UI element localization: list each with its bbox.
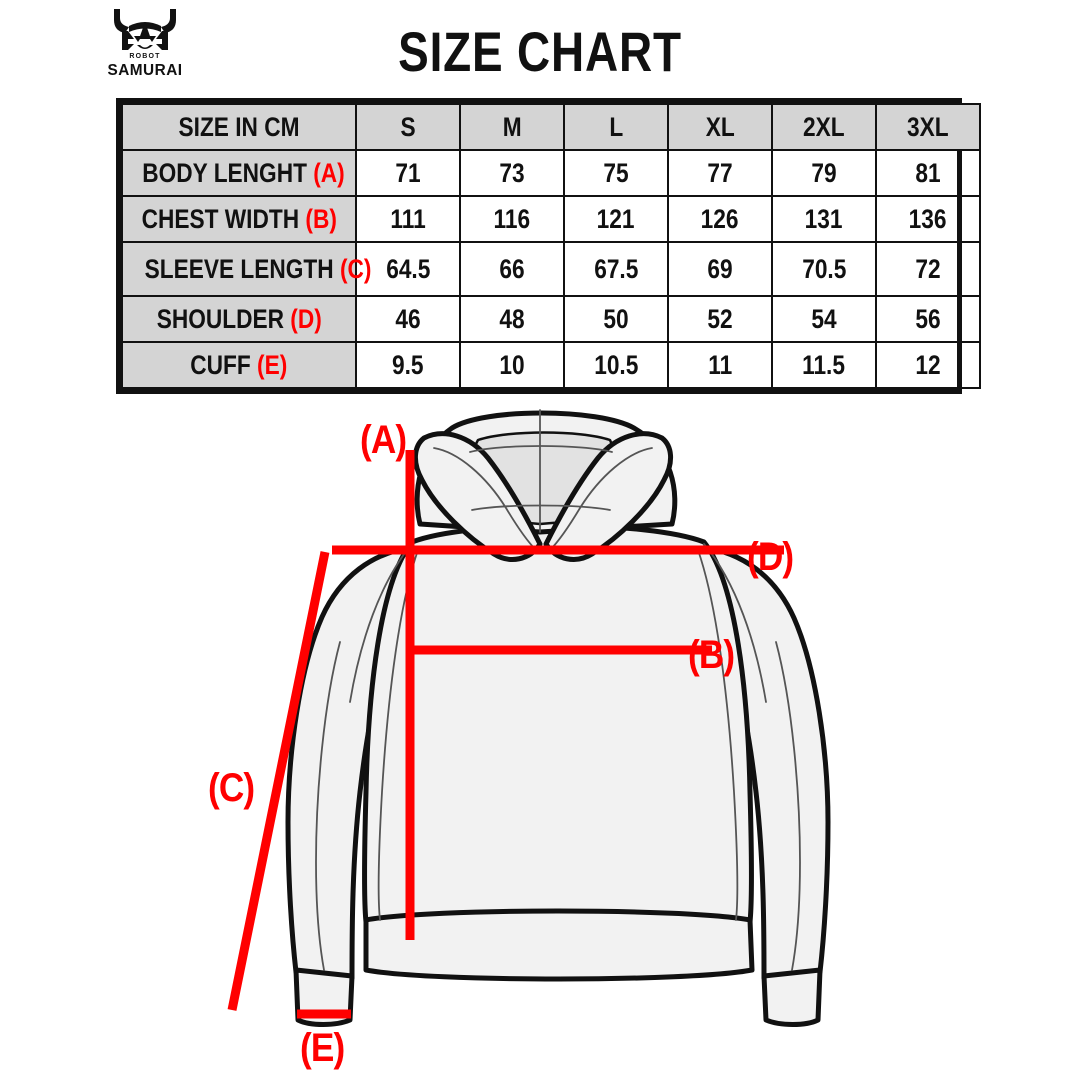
- brand-logo: ROBOT SAMURAI: [104, 6, 186, 86]
- hood-drape-left: [413, 431, 543, 562]
- cell-chest-width-m: 116: [459, 195, 565, 243]
- size-chart-table-container: SIZE IN CM S M L XL 2XL 3XL BODY LENGHT …: [116, 98, 981, 394]
- row-label-cuff: CUFF (E): [121, 341, 357, 389]
- left-raglan-seam: [349, 543, 413, 703]
- left-body-fold: [377, 549, 419, 921]
- measure-label-d: (D): [747, 535, 794, 579]
- cell-body-length-xl: 77: [667, 149, 773, 197]
- right-body-fold: [697, 549, 739, 921]
- hood-left-fold: [433, 447, 537, 551]
- row-label-body-length: BODY LENGHT (A): [121, 149, 357, 197]
- cell-body-length-2xl: 79: [771, 149, 877, 197]
- column-header-3xl: 3XL: [875, 103, 981, 151]
- row-label-sleeve-length: SLEEVE LENGTH (C): [121, 241, 371, 297]
- row-label-chest-width: CHEST WIDTH (B): [121, 195, 357, 243]
- cell-body-length-m: 73: [459, 149, 565, 197]
- cell-chest-width-l: 121: [563, 195, 669, 243]
- table-row: SHOULDER (D) 46 48 50 52 54 56: [121, 295, 981, 343]
- cell-sleeve-length-l: 67.5: [563, 241, 669, 297]
- column-header-s: S: [355, 103, 461, 151]
- cell-body-length-3xl: 81: [875, 149, 981, 197]
- logo-text-samurai: SAMURAI: [107, 62, 183, 79]
- hood-drape-right: [543, 431, 673, 562]
- cell-cuff-m: 10: [459, 341, 565, 389]
- table-row: SLEEVE LENGTH (C) 64.5 66 67.5 69 70.5 7…: [121, 241, 981, 297]
- hoodie-illustration: [227, 409, 831, 1027]
- left-sleeve-fold: [315, 641, 341, 971]
- cell-sleeve-length-xl: 69: [667, 241, 773, 297]
- column-header-xl: XL: [667, 103, 773, 151]
- cell-sleeve-length-3xl: 72: [875, 241, 981, 297]
- hood-right-fold: [549, 447, 653, 551]
- measure-line-sleeve-length: [227, 551, 330, 1011]
- cell-sleeve-length-2xl: 70.5: [771, 241, 877, 297]
- right-sleeve-fold: [775, 641, 801, 971]
- size-chart-table: SIZE IN CM S M L XL 2XL 3XL BODY LENGHT …: [121, 103, 981, 389]
- table-row: BODY LENGHT (A) 71 73 75 77 79 81: [121, 149, 981, 197]
- logo-text-robot: ROBOT: [129, 53, 161, 60]
- measure-label-c: (C): [208, 766, 255, 810]
- right-raglan-seam: [703, 543, 767, 703]
- waist-ribbing: [363, 908, 755, 982]
- cell-sleeve-length-m: 66: [459, 241, 565, 297]
- cell-body-length-l: 75: [563, 149, 669, 197]
- column-header-m: M: [459, 103, 565, 151]
- cell-shoulder-s: 46: [355, 295, 461, 343]
- cell-chest-width-3xl: 136: [875, 195, 981, 243]
- row-label-shoulder: SHOULDER (D): [121, 295, 357, 343]
- cell-shoulder-3xl: 56: [875, 295, 981, 343]
- cell-body-length-s: 71: [355, 149, 461, 197]
- hood-top-stitch: [469, 445, 613, 453]
- body-panel: [362, 523, 754, 925]
- cell-chest-width-xl: 126: [667, 195, 773, 243]
- cell-chest-width-s: 111: [355, 195, 461, 243]
- measure-label-e: (E): [300, 1026, 345, 1070]
- page-title: SIZE CHART: [398, 20, 682, 83]
- cell-shoulder-l: 50: [563, 295, 669, 343]
- measure-label-b: (B): [688, 633, 735, 677]
- samurai-helmet-icon: [114, 9, 176, 50]
- cell-shoulder-m: 48: [459, 295, 565, 343]
- column-header-2xl: 2XL: [771, 103, 877, 151]
- table-row: CUFF (E) 9.5 10 10.5 11 11.5 12: [121, 341, 981, 389]
- cell-shoulder-2xl: 54: [771, 295, 877, 343]
- cell-cuff-l: 10.5: [563, 341, 669, 389]
- right-cuff: [761, 967, 823, 1027]
- cell-cuff-s: 9.5: [355, 341, 461, 389]
- measure-label-a: (A): [360, 418, 407, 462]
- hood-lower-stitch: [471, 504, 611, 511]
- table-row: CHEST WIDTH (B) 111 116 121 126 131 136: [121, 195, 981, 243]
- column-header-l: L: [563, 103, 669, 151]
- column-header-measure: SIZE IN CM: [121, 103, 357, 151]
- cell-cuff-3xl: 12: [875, 341, 981, 389]
- cell-cuff-xl: 11: [667, 341, 773, 389]
- cell-sleeve-length-s: 64.5: [355, 241, 461, 297]
- table-header-row: SIZE IN CM S M L XL 2XL 3XL: [121, 103, 981, 151]
- cell-chest-width-2xl: 131: [771, 195, 877, 243]
- cell-shoulder-xl: 52: [667, 295, 773, 343]
- cell-cuff-2xl: 11.5: [771, 341, 877, 389]
- hoodie-measurement-diagram: [0, 392, 1080, 1080]
